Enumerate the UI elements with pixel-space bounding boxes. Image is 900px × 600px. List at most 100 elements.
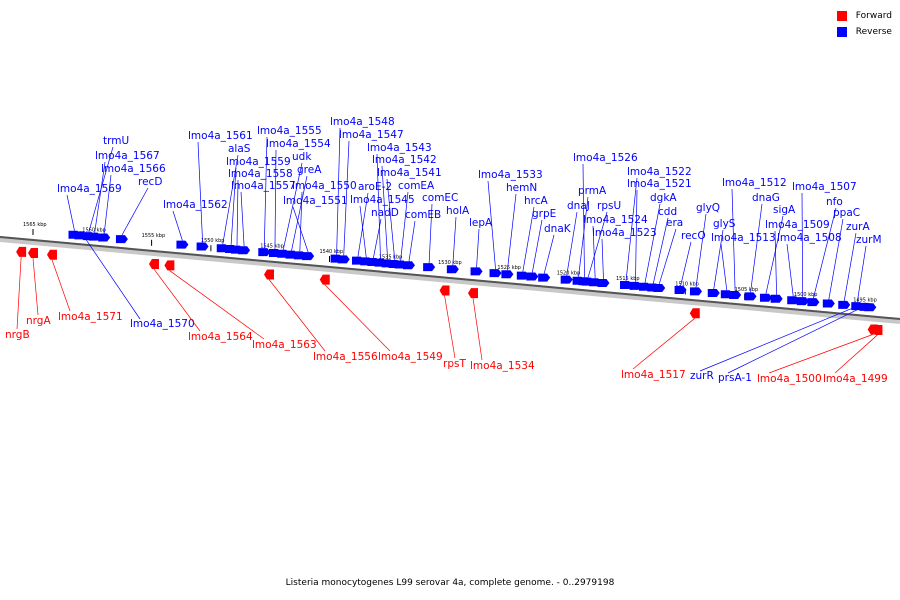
gene-label: lmo4a_1507	[792, 181, 857, 193]
reverse-gene-arrow	[597, 278, 610, 287]
gene-leader-line	[32, 257, 39, 316]
gene-label: recD	[138, 176, 162, 188]
reverse-swatch	[836, 27, 847, 37]
gene-leader-line	[80, 231, 141, 320]
gene-leader-line	[292, 206, 309, 253]
gene-label: lmo4a_1567	[95, 150, 160, 162]
gene-leader-line	[765, 215, 784, 294]
gene-label: lmo4a_1545	[350, 194, 415, 206]
gene-leader-line	[750, 203, 763, 293]
gene-leader-line	[731, 188, 736, 291]
gene-label: era	[666, 217, 683, 229]
gene-leader-line	[51, 259, 71, 312]
gene-leader-line	[768, 334, 873, 374]
gene-leader-line	[813, 207, 837, 299]
gene-leader-line	[531, 219, 543, 273]
gene-leader-line	[172, 210, 183, 241]
gene-label: lmo4a_1554	[266, 138, 331, 150]
axis-tick-label: 1565 kbp	[23, 222, 47, 228]
gene-label: dnaG	[752, 192, 780, 204]
gene-leader-line	[801, 192, 804, 298]
axis-tick-label: 1500 kbp	[794, 292, 818, 298]
gene-label: lmo4a_1534	[470, 360, 535, 372]
reverse-gene-arrow	[538, 273, 551, 282]
gene-leader-line	[274, 149, 277, 250]
gene-leader-line	[236, 179, 239, 246]
gene-leader-line	[680, 241, 692, 287]
gene-leader-line	[263, 136, 268, 249]
gene-leader-line	[153, 268, 201, 332]
gene-label: sigA	[773, 204, 796, 216]
reverse-gene-arrow	[729, 290, 742, 299]
gene-label: lmo4a_1522	[627, 166, 692, 178]
gene-label: lmo4a_1563	[252, 339, 317, 351]
reverse-gene-arrow	[822, 299, 835, 308]
axis-tick-label: 1510 kbp	[675, 281, 699, 287]
gene-leader-line	[282, 162, 303, 250]
reverse-gene-arrow	[653, 284, 666, 293]
gene-label: lmo4a_1547	[339, 129, 404, 141]
gene-label: lmo4a_1508	[777, 232, 842, 244]
gene-label: aroE-2	[358, 181, 392, 193]
gene-leader-line	[222, 154, 239, 245]
gene-label: hemN	[506, 182, 537, 194]
gene-leader-line	[291, 175, 308, 251]
legend: Forward Reverse	[836, 8, 892, 40]
reverse-gene-arrow	[446, 265, 459, 274]
gene-label: lmo4a_1570	[130, 318, 195, 330]
gene-label: zurR	[690, 370, 714, 382]
gene-label: comEA	[398, 180, 435, 192]
reverse-gene-arrow	[629, 281, 642, 290]
reverse-gene-arrow	[689, 287, 702, 296]
gene-label: lmo4a_1542	[372, 154, 437, 166]
forward-gene-arrow	[46, 249, 57, 260]
reverse-gene-arrow	[744, 292, 757, 301]
genome-axis	[0, 236, 900, 320]
gene-label: rpsU	[597, 200, 621, 212]
gene-leader-line	[66, 194, 75, 231]
gene-label: dnaJ	[567, 200, 590, 212]
gene-leader-line	[472, 298, 483, 361]
forward-gene-arrow	[148, 259, 159, 270]
gene-label: lmo4a_1521	[627, 178, 692, 190]
gene-leader-line	[381, 165, 388, 260]
gene-label: lmo4a_1517	[621, 369, 686, 381]
reverse-gene-arrow	[516, 271, 529, 280]
gene-leader-line	[578, 196, 589, 277]
gene-label: prmA	[578, 185, 607, 197]
gene-leader-line	[343, 140, 350, 256]
gene-label: lmo4a_1556	[313, 351, 378, 363]
forward-gene-arrow	[689, 308, 700, 319]
reverse-gene-arrow	[759, 293, 772, 302]
gene-label: lmo4a_1524	[583, 214, 648, 226]
reverse-gene-arrow	[337, 255, 350, 264]
gene-leader-line	[507, 193, 517, 271]
forward-gene-arrow	[468, 288, 479, 299]
gene-leader-line	[786, 243, 794, 297]
gene-label: lmo4a_1533	[478, 169, 543, 181]
gene-leader-line	[230, 167, 237, 246]
forward-gene-arrow	[28, 248, 38, 259]
forward-swatch	[836, 11, 847, 21]
gene-leader-line	[336, 127, 341, 255]
legend-reverse: Reverse	[836, 24, 892, 40]
gene-label: lmo4a_1548	[330, 116, 395, 128]
gene-label: dnaK	[544, 223, 572, 235]
gene-leader-line	[452, 216, 457, 266]
gene-label: glyS	[713, 218, 736, 230]
gene-leader-line	[444, 295, 456, 359]
genome-axis-shadow	[0, 236, 900, 324]
forward-gene-arrow	[264, 269, 275, 280]
gene-leader-line	[400, 191, 409, 261]
gene-label: lmo4a_1550	[292, 180, 357, 192]
axis-tick-label: 1535 kbp	[379, 254, 403, 260]
gene-label: nfo	[826, 196, 843, 208]
gene-label: lmo4a_1523	[592, 227, 657, 239]
gene-label: lmo4a_1499	[823, 373, 888, 385]
reverse-gene-arrow	[98, 233, 111, 242]
reverse-gene-arrow	[674, 286, 687, 295]
gene-label: lmo4a_1512	[722, 177, 787, 189]
gene-leader-line	[720, 243, 728, 291]
reverse-gene-arrow	[864, 303, 877, 312]
